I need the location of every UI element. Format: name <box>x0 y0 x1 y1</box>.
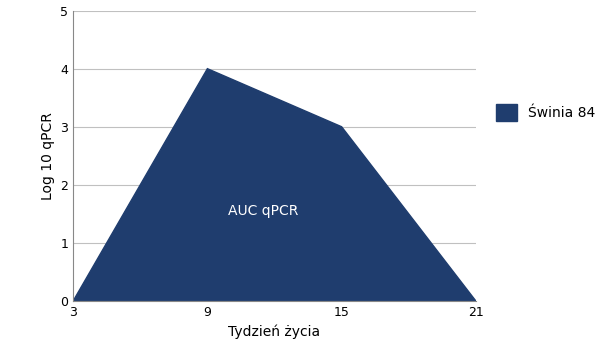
Y-axis label: Log 10 qPCR: Log 10 qPCR <box>41 112 55 200</box>
X-axis label: Tydzień życia: Tydzień życia <box>228 324 321 339</box>
Legend: Świnia 84: Świnia 84 <box>491 98 601 126</box>
Polygon shape <box>73 69 476 301</box>
Text: AUC qPCR: AUC qPCR <box>228 204 298 218</box>
